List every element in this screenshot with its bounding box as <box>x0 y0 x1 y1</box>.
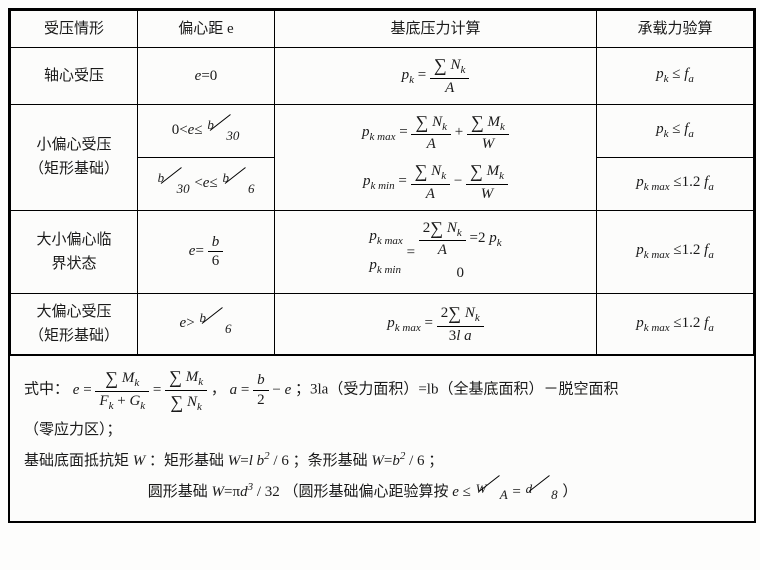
pressure-critical: pk max pk min = 2∑ NkA =2 pk 0 <box>275 210 597 294</box>
check-critical: pk max ≤1.2 fa <box>597 210 754 294</box>
pressure-large: pk max = 2∑ Nk3l a <box>275 294 597 355</box>
page-frame: 受压情形 偏心距 e 基底压力计算 承载力验算 轴心受压 e=0 pk = ∑ … <box>8 8 756 523</box>
check-large: pk max ≤1.2 fa <box>597 294 754 355</box>
ecc-small-1: 0<e≤ b30 <box>138 104 275 157</box>
row-critical: 大小偏心临 界状态 e= b6 pk max pk min = 2∑ NkA =… <box>11 210 754 294</box>
header-pressure: 基底压力计算 <box>275 11 597 48</box>
header-row: 受压情形 偏心距 e 基底压力计算 承载力验算 <box>11 11 754 48</box>
pressure-axial: pk = ∑ Nk A <box>275 48 597 105</box>
formula-table: 受压情形 偏心距 e 基底压力计算 承载力验算 轴心受压 e=0 pk = ∑ … <box>10 10 754 355</box>
header-ecc: 偏心距 e <box>138 11 275 48</box>
notes-line-2: （零应力区）； <box>24 415 740 445</box>
ecc-large: e> b6 <box>138 294 275 355</box>
case-large-ecc: 大偏心受压 （矩形基础） <box>11 294 138 355</box>
notes-block: 式中： e = ∑ MkFk + Gk = ∑ Mk∑ Nk ， a = b2 … <box>10 355 754 521</box>
case-small-ecc: 小偏心受压 （矩形基础） <box>11 104 138 210</box>
case-critical: 大小偏心临 界状态 <box>11 210 138 294</box>
case-axial: 轴心受压 <box>11 48 138 105</box>
notes-line-3: 基础底面抵抗矩 W ：矩形基础 W=l b2 / 6 ；条形基础 W=b2 / … <box>24 445 740 476</box>
row-large-ecc: 大偏心受压 （矩形基础） e> b6 pk max = 2∑ Nk3l a pk… <box>11 294 754 355</box>
check-small-1: pk ≤ fa <box>597 104 754 157</box>
notes-line-4: 圆形基础 W=πd3 / 32 （圆形基础偏心距验算按 e ≤ WA = d8 … <box>24 476 740 507</box>
header-check: 承载力验算 <box>597 11 754 48</box>
notes-line-1: 式中： e = ∑ MkFk + Gk = ∑ Mk∑ Nk ， a = b2 … <box>24 366 740 415</box>
check-small-2: pk max ≤1.2 fa <box>597 157 754 210</box>
ecc-small-2: b30 <e≤ b6 <box>138 157 275 210</box>
check-axial: pk ≤ fa <box>597 48 754 105</box>
header-case: 受压情形 <box>11 11 138 48</box>
row-axial: 轴心受压 e=0 pk = ∑ Nk A pk ≤ fa <box>11 48 754 105</box>
pressure-small-ecc: pk max = ∑ NkA + ∑ MkW pk min = ∑ NkA − … <box>275 104 597 210</box>
row-small-ecc-1: 小偏心受压 （矩形基础） 0<e≤ b30 pk max = ∑ NkA + ∑… <box>11 104 754 157</box>
ecc-critical: e= b6 <box>138 210 275 294</box>
ecc-axial: e=0 <box>138 48 275 105</box>
